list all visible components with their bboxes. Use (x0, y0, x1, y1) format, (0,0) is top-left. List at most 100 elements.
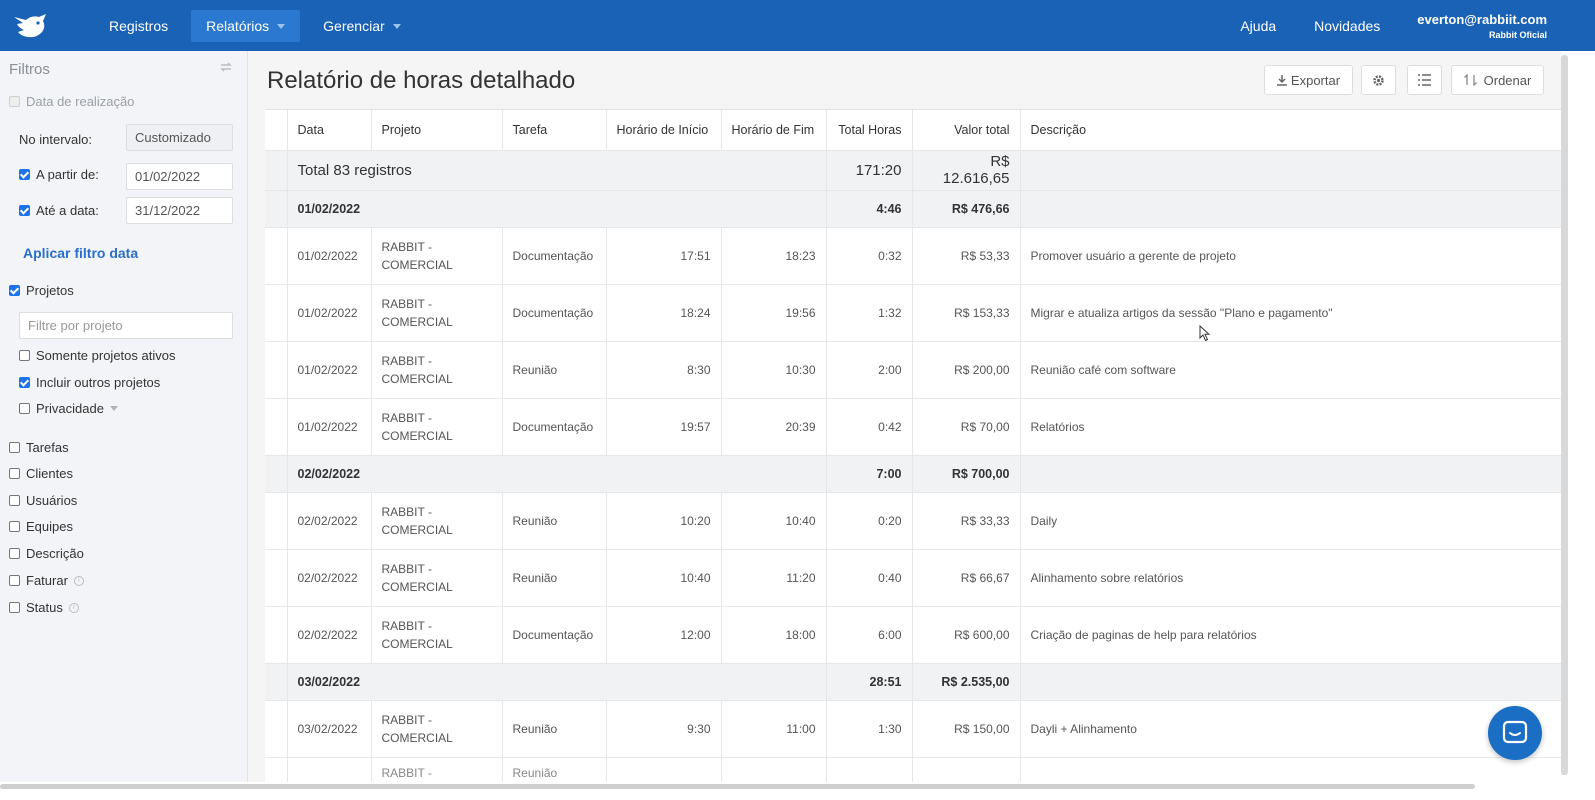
to-date-input[interactable]: 31/12/2022 (126, 197, 233, 224)
only-active-toggle[interactable]: Somente projetos ativos (19, 348, 175, 363)
cell-start: 19:57 (606, 398, 722, 456)
apply-date-filter-link[interactable]: Aplicar filtro data (23, 245, 139, 261)
project-filter-input[interactable]: Filtre por projeto (19, 312, 233, 339)
cell-start: 10:40 (606, 549, 722, 607)
projects-checkbox[interactable] (9, 285, 20, 296)
nav-gerenciar[interactable]: Gerenciar (308, 10, 415, 42)
vertical-scrollbar[interactable] (1561, 55, 1568, 775)
table-row[interactable]: 01/02/2022 RABBIT - COMERCIAL Reunião 8:3… (265, 341, 1561, 399)
filter-checkbox[interactable] (9, 468, 20, 479)
filter-tarefas[interactable]: Tarefas (9, 440, 69, 455)
order-label: Ordenar (1483, 72, 1532, 88)
table-row[interactable]: RABBIT - Reunião (265, 757, 1561, 782)
table-row[interactable]: 01/02/2022 RABBIT - COMERCIAL Documentaçã… (265, 284, 1561, 342)
columns-button[interactable] (1407, 65, 1442, 95)
filter-checkbox[interactable] (9, 548, 20, 559)
chat-launcher-button[interactable] (1488, 706, 1542, 760)
filter-checkbox[interactable] (9, 575, 20, 586)
report-main: Relatório de horas detalhado Exportar Or… (249, 51, 1561, 782)
cell-end: 19:56 (721, 284, 827, 342)
interval-select[interactable]: Customizado (126, 124, 233, 151)
column-header[interactable]: Horário de Início (606, 110, 722, 151)
filter-checkbox[interactable] (9, 602, 20, 613)
include-others-checkbox[interactable] (19, 377, 30, 388)
cell-value: R$ 33,33 (912, 492, 1021, 550)
total-value: R$ 12.616,65 (912, 150, 1021, 191)
cell-description: Promover usuário a gerente de projeto (1020, 227, 1561, 285)
filter-clientes[interactable]: Clientes (9, 466, 73, 481)
table-row[interactable]: 02/02/2022 RABBIT - COMERCIAL Reunião 10:… (265, 492, 1561, 550)
nav-registros[interactable]: Registros (109, 17, 169, 34)
filter-checkbox[interactable] (9, 521, 20, 532)
projects-toggle[interactable]: Projetos (9, 283, 74, 298)
include-others-toggle[interactable]: Incluir outros projetos (19, 375, 160, 390)
to-date-label: Até a data: (36, 203, 99, 218)
total-hours: 171:20 (826, 150, 913, 191)
cell-project: RABBIT - COMERCIAL (371, 284, 503, 342)
cell-date: 03/02/2022 (287, 700, 372, 758)
info-icon[interactable]: i (68, 602, 79, 613)
row-spacer (265, 757, 288, 782)
cell-task: Documentação (502, 606, 607, 664)
table-row[interactable]: 01/02/2022 RABBIT - COMERCIAL Documentaçã… (265, 227, 1561, 285)
rabbit-logo-icon[interactable] (4, 0, 56, 51)
project-line: COMERCIAL (381, 371, 453, 386)
filter-usuarios[interactable]: Usuários (9, 493, 77, 508)
cell-date: 01/02/2022 (287, 341, 372, 399)
horizontal-scrollbar[interactable] (0, 784, 1475, 789)
nav-ajuda[interactable]: Ajuda (1240, 17, 1277, 34)
column-header[interactable]: Valor total (912, 110, 1021, 151)
table-header: Data Projeto Tarefa Horário de Início Ho… (265, 110, 1561, 151)
filter-equipes[interactable]: Equipes (9, 519, 73, 534)
table-row[interactable]: 01/02/2022 RABBIT - COMERCIAL Documentaçã… (265, 398, 1561, 456)
cell-description: Criação de paginas de help para relatóri… (1020, 606, 1561, 664)
settings-button[interactable] (1361, 65, 1396, 95)
chevron-down-icon[interactable] (109, 406, 118, 411)
table-row[interactable]: 02/02/2022 RABBIT - COMERCIAL Documentaçã… (265, 606, 1561, 664)
privacy-toggle[interactable]: Privacidade (19, 401, 118, 416)
column-header[interactable]: Projeto (371, 110, 503, 151)
column-header[interactable]: Descrição (1020, 110, 1561, 151)
nav-novidades[interactable]: Novidades (1314, 17, 1381, 34)
report-table: Data Projeto Tarefa Horário de Início Ho… (265, 110, 1561, 782)
order-button[interactable]: Ordenar (1451, 65, 1544, 95)
to-date-checkbox[interactable] (19, 205, 30, 216)
column-header[interactable]: Tarefa (502, 110, 607, 151)
filter-checkbox[interactable] (9, 442, 20, 453)
filter-descricao[interactable]: Descrição (9, 546, 84, 561)
user-menu[interactable]: everton@rabbiit.com Rabbit Oficial (1417, 12, 1547, 40)
refresh-icon[interactable] (219, 61, 233, 76)
empty-cell (1020, 757, 1561, 782)
date-filter-toggle[interactable]: Data de realização (9, 94, 134, 109)
only-active-label: Somente projetos ativos (36, 348, 176, 363)
column-header[interactable]: Total Horas (826, 110, 913, 151)
info-icon[interactable]: i (73, 575, 84, 586)
table-row[interactable]: 02/02/2022 RABBIT - COMERCIAL Reunião 10:… (265, 549, 1561, 607)
from-date-checkbox[interactable] (19, 169, 30, 180)
privacy-checkbox[interactable] (19, 403, 30, 414)
cell-value: R$ 600,00 (912, 606, 1021, 664)
cell-end: 18:00 (721, 606, 827, 664)
from-date-input[interactable]: 01/02/2022 (126, 163, 233, 190)
cell-start: 9:30 (606, 700, 722, 758)
table-row[interactable]: 03/02/2022 RABBIT - COMERCIAL Reunião 9:3… (265, 700, 1561, 758)
cell-value: R$ 53,33 (912, 227, 1021, 285)
empty-cell (1020, 190, 1561, 228)
row-spacer (265, 150, 288, 191)
filter-status[interactable]: Status i (9, 600, 79, 615)
only-active-checkbox[interactable] (19, 350, 30, 361)
date-filter-checkbox[interactable] (9, 96, 20, 107)
cell-description: Migrar e atualiza artigos da sessão "Pla… (1020, 284, 1561, 342)
to-date-toggle[interactable]: Até a data: (19, 203, 99, 218)
group-value: R$ 2.535,00 (912, 663, 1021, 701)
cell-date: 02/02/2022 (287, 549, 372, 607)
column-header[interactable]: Horário de Fim (721, 110, 827, 151)
cell-start: 8:30 (606, 341, 722, 399)
nav-relatorios[interactable]: Relatórios (191, 9, 301, 42)
from-date-toggle[interactable]: A partir de: (19, 167, 99, 182)
filter-faturar[interactable]: Faturar i (9, 573, 84, 588)
filter-checkbox[interactable] (9, 495, 20, 506)
cell-description: Reunião café com software (1020, 341, 1561, 399)
column-header[interactable]: Data (287, 110, 372, 151)
export-button[interactable]: Exportar (1264, 65, 1353, 95)
